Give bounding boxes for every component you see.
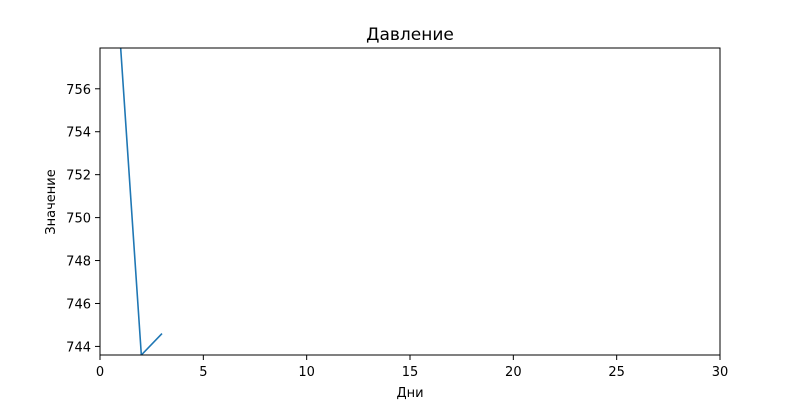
x-tick-label: 0: [96, 365, 104, 380]
y-tick-label: 752: [66, 169, 91, 184]
x-axis-label: Дни: [396, 386, 423, 400]
x-tick-label: 25: [608, 365, 625, 380]
x-tick-label: 5: [199, 365, 207, 380]
y-tick-label: 754: [66, 126, 91, 141]
y-tick-label: 750: [66, 212, 91, 227]
y-axis-ticks: 744 746 748 750 752 754 756: [66, 83, 100, 355]
series-line-0: [119, 48, 163, 355]
x-tick-label: 15: [402, 365, 419, 380]
x-tick-label: 30: [712, 365, 729, 380]
plot-area: [100, 48, 720, 355]
y-axis-label: Значение: [44, 169, 59, 234]
plot-frame: [99, 47, 721, 356]
x-tick-label: 20: [505, 365, 522, 380]
x-tick-label: 10: [298, 365, 315, 380]
series-layer: [119, 48, 163, 355]
y-tick-label: 756: [66, 83, 91, 98]
x-axis-ticks: 0 5 10 15 20 25 30: [96, 355, 728, 380]
y-tick-label: 748: [66, 255, 91, 270]
y-tick-label: 746: [66, 297, 91, 312]
y-tick-label: 744: [66, 340, 91, 355]
chart-title: Давление: [366, 25, 454, 45]
